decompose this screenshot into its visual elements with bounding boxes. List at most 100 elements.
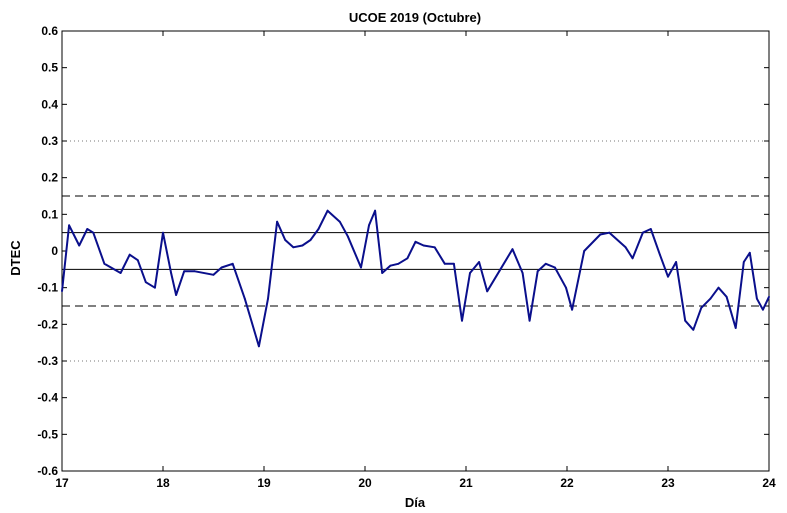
- y-tick-label: 0.2: [41, 171, 58, 185]
- data-point: [183, 270, 186, 273]
- data-point: [92, 231, 95, 234]
- data-point: [536, 270, 539, 273]
- data-point: [443, 262, 446, 265]
- data-point: [511, 248, 514, 251]
- y-tick-label: 0.3: [41, 134, 58, 148]
- data-point: [368, 224, 370, 227]
- data-point: [692, 328, 695, 331]
- data-point: [478, 261, 480, 263]
- data-point: [649, 228, 652, 230]
- data-point: [326, 209, 329, 212]
- data-point: [284, 239, 287, 241]
- data-point: [762, 308, 764, 311]
- data-point: [709, 297, 712, 300]
- y-tick-label: -0.2: [37, 317, 58, 331]
- data-point: [624, 246, 627, 249]
- data-point: [461, 319, 463, 322]
- data-point: [212, 273, 215, 276]
- data-point: [667, 275, 669, 278]
- x-tick-label: 21: [459, 476, 473, 490]
- data-point: [68, 224, 70, 227]
- y-tick-label: 0.4: [41, 97, 58, 111]
- data-point: [175, 294, 178, 296]
- y-tick-label: 0.1: [41, 207, 58, 221]
- data-point: [220, 266, 223, 269]
- data-point: [119, 272, 122, 274]
- y-tick-label: 0.5: [41, 61, 58, 75]
- data-point: [565, 286, 567, 289]
- data-point: [162, 231, 164, 234]
- data-point: [103, 262, 106, 265]
- data-point: [144, 281, 147, 284]
- y-tick-label: -0.3: [37, 354, 58, 368]
- data-point: [301, 244, 304, 247]
- data-point: [748, 251, 751, 254]
- data-point: [61, 290, 63, 293]
- x-tick-label: 22: [560, 476, 574, 490]
- data-point: [641, 231, 644, 234]
- data-point: [742, 261, 745, 263]
- y-tick-label: 0: [51, 244, 58, 258]
- data-point: [243, 297, 246, 300]
- y-tick-label: 0.6: [41, 24, 58, 38]
- data-point: [631, 257, 634, 260]
- data-point: [469, 272, 471, 274]
- y-tick-label: -0.6: [37, 464, 58, 478]
- data-point: [498, 270, 501, 273]
- data-point: [599, 233, 602, 236]
- x-tick-label: 17: [55, 476, 69, 490]
- data-point: [397, 262, 400, 265]
- data-point: [381, 272, 384, 274]
- data-point: [231, 262, 234, 265]
- data-point: [338, 220, 341, 223]
- plot-area: -0.6 -0.5 -0.4 -0.3 -0.2 -0.1 0 0.1 0.2 0.3 0.4 0.5…: [37, 24, 776, 490]
- x-tick-label: 23: [661, 476, 675, 490]
- data-point: [374, 209, 376, 212]
- y-axis-title: DTEC: [8, 240, 23, 276]
- y-tick-label: -0.1: [37, 281, 58, 295]
- data-point: [414, 240, 417, 243]
- data-point: [734, 327, 737, 329]
- data-point: [528, 319, 531, 322]
- data-point: [128, 253, 131, 256]
- plot-frame: [61, 30, 770, 472]
- data-point: [346, 235, 349, 238]
- x-tick-label: 24: [762, 476, 776, 490]
- data-point: [422, 244, 425, 247]
- data-point: [684, 319, 687, 322]
- data-point: [554, 266, 556, 269]
- data-point: [193, 270, 196, 273]
- data-point: [78, 244, 81, 247]
- x-tick-label: 20: [358, 476, 372, 490]
- data-point: [486, 290, 489, 293]
- data-point: [136, 259, 139, 262]
- data-point: [389, 264, 392, 267]
- data-point: [309, 239, 312, 241]
- dtec-series-line: [61, 209, 770, 348]
- data-point: [317, 228, 320, 230]
- data-point: [453, 262, 455, 265]
- data-point: [292, 246, 295, 249]
- data-point: [700, 306, 703, 309]
- data-point: [521, 272, 524, 274]
- data-point: [433, 246, 436, 249]
- data-point: [756, 297, 758, 300]
- data-point: [544, 262, 547, 265]
- x-tick-label: 18: [156, 476, 170, 490]
- data-point: [583, 250, 586, 252]
- data-point: [360, 266, 362, 269]
- data-point: [86, 228, 89, 230]
- data-point: [571, 308, 573, 311]
- x-axis-title: Día: [405, 495, 426, 510]
- data-point: [608, 231, 611, 234]
- data-point: [258, 345, 260, 348]
- data-point: [406, 257, 409, 260]
- y-tick-label: -0.4: [37, 391, 58, 405]
- data-point: [170, 272, 173, 274]
- data-point: [267, 297, 269, 300]
- y-tick-label: -0.5: [37, 427, 58, 441]
- data-point: [768, 295, 770, 298]
- x-tick-label: 19: [257, 476, 271, 490]
- data-point: [276, 220, 278, 223]
